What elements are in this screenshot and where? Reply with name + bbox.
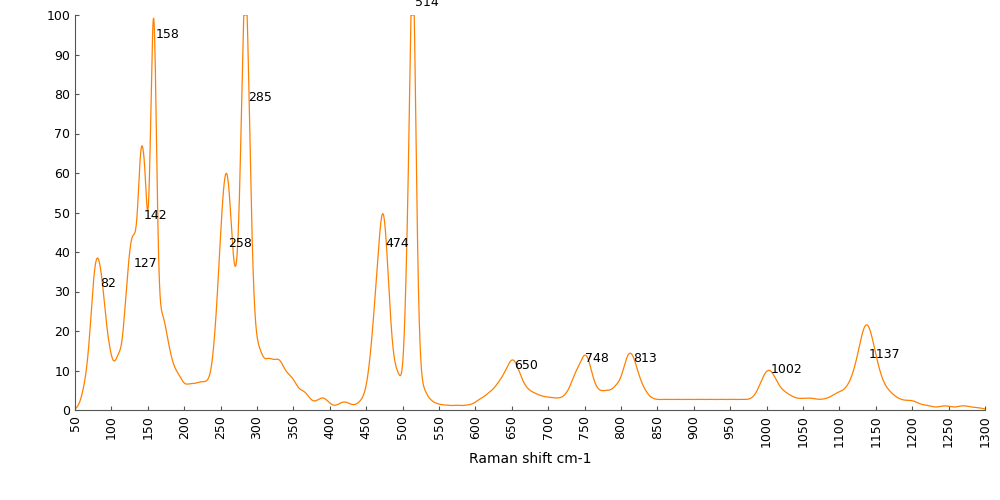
Text: 82: 82 <box>100 276 116 289</box>
Text: 514: 514 <box>415 0 439 9</box>
Text: 127: 127 <box>133 257 157 270</box>
Text: 748: 748 <box>585 352 609 364</box>
Text: 285: 285 <box>248 91 272 104</box>
Text: 1137: 1137 <box>869 348 900 360</box>
Text: 474: 474 <box>386 237 410 250</box>
Text: 813: 813 <box>633 352 656 364</box>
Text: 142: 142 <box>144 210 168 222</box>
Text: 158: 158 <box>156 28 180 40</box>
X-axis label: Raman shift cm-1: Raman shift cm-1 <box>469 452 591 466</box>
Text: 258: 258 <box>229 237 252 250</box>
Text: 1002: 1002 <box>770 364 802 376</box>
Text: 650: 650 <box>514 360 538 372</box>
